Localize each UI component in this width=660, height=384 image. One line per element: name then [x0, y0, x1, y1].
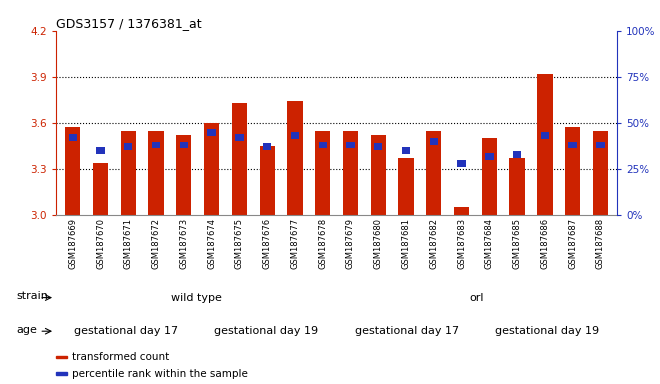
Bar	[593, 131, 608, 215]
Text: gestational day 17: gestational day 17	[74, 326, 178, 336]
Bar	[96, 147, 105, 154]
Bar	[402, 147, 411, 154]
Text: gestational day 19: gestational day 19	[495, 326, 599, 336]
Bar	[454, 207, 469, 215]
Bar	[93, 163, 108, 215]
Bar	[291, 132, 299, 139]
Bar	[399, 158, 414, 215]
Bar	[235, 134, 244, 141]
Text: wild type: wild type	[171, 293, 222, 303]
Bar	[56, 356, 67, 358]
Text: strain: strain	[17, 291, 49, 301]
Bar	[482, 138, 497, 215]
Bar	[263, 143, 271, 150]
Text: transformed count: transformed count	[72, 352, 169, 362]
Bar	[180, 142, 188, 149]
Bar	[541, 132, 549, 139]
Bar	[148, 131, 164, 215]
Bar	[457, 160, 466, 167]
Bar	[207, 129, 216, 136]
Bar	[513, 151, 521, 158]
Bar	[232, 103, 247, 215]
Bar	[510, 158, 525, 215]
Bar	[319, 142, 327, 149]
Bar	[568, 142, 577, 149]
Bar	[537, 74, 552, 215]
Bar	[485, 152, 494, 159]
Bar	[565, 127, 580, 215]
Bar	[176, 135, 191, 215]
Bar	[69, 134, 77, 141]
Bar	[374, 143, 382, 150]
Text: GDS3157 / 1376381_at: GDS3157 / 1376381_at	[56, 17, 202, 30]
Bar	[152, 142, 160, 149]
Text: gestational day 19: gestational day 19	[214, 326, 319, 336]
Bar	[121, 131, 136, 215]
Text: percentile rank within the sample: percentile rank within the sample	[72, 369, 248, 379]
Bar	[315, 131, 331, 215]
Text: gestational day 17: gestational day 17	[354, 326, 459, 336]
Text: age: age	[17, 324, 38, 334]
Bar	[596, 142, 605, 149]
Bar	[204, 123, 219, 215]
Bar	[124, 143, 133, 150]
Bar	[426, 131, 442, 215]
Bar	[430, 138, 438, 145]
Bar	[371, 135, 386, 215]
Bar	[259, 146, 275, 215]
Bar	[56, 372, 67, 375]
Bar	[65, 127, 81, 215]
Text: orl: orl	[470, 293, 484, 303]
Bar	[287, 101, 302, 215]
Bar	[343, 131, 358, 215]
Bar	[346, 142, 354, 149]
